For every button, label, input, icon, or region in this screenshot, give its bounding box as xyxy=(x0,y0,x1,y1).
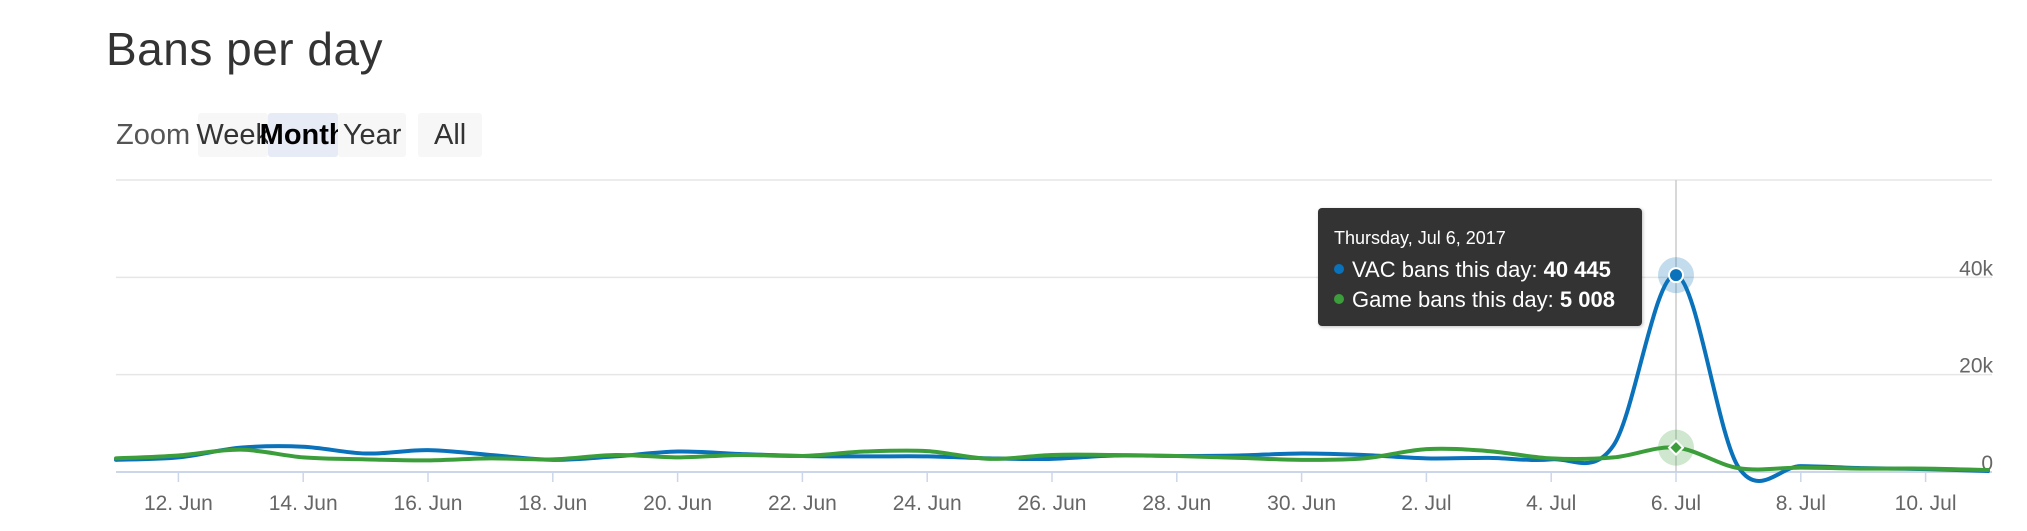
tooltip-row-game: Game bans this day: 5 008 xyxy=(1334,285,1628,315)
chart-title: Bans per day xyxy=(106,23,384,75)
x-tick-label: 14. Jun xyxy=(269,492,338,515)
x-tick-label: 12. Jun xyxy=(144,492,213,515)
x-tick-label: 10. Jul xyxy=(1895,492,1957,515)
x-tick-label: 22. Jun xyxy=(768,492,837,515)
zoom-year-button[interactable]: Year xyxy=(338,113,407,157)
x-tick-label: 6. Jul xyxy=(1651,492,1701,515)
tooltip-vac-label: VAC bans this day: xyxy=(1352,257,1538,282)
x-tick-label: 16. Jun xyxy=(394,492,463,515)
zoom-label: Zoom xyxy=(116,118,191,151)
tooltip-date: Thursday, Jul 6, 2017 xyxy=(1334,228,1506,248)
tooltip: Thursday, Jul 6, 2017 VAC bans this day:… xyxy=(1318,208,1642,326)
zoom-week-button[interactable]: Week xyxy=(196,113,270,157)
x-tick-label: 18. Jun xyxy=(518,492,587,515)
tooltip-game-label: Game bans this day: xyxy=(1352,287,1554,312)
tooltip-vac-value: 40 445 xyxy=(1543,257,1611,282)
vac-bans-series-line xyxy=(114,273,1990,483)
x-tick-label: 26. Jun xyxy=(1018,492,1087,515)
game-point-marker xyxy=(1667,439,1685,457)
x-tick-label: 20. Jun xyxy=(643,492,712,515)
y-tick-label: 40k xyxy=(1959,257,1993,280)
x-tick-label: 24. Jun xyxy=(893,492,962,515)
zoom-month-button[interactable]: Month xyxy=(260,113,347,157)
game-series-dot-icon xyxy=(1334,294,1344,305)
y-tick-label: 20k xyxy=(1959,355,1993,378)
x-tick-label: 4. Jul xyxy=(1526,492,1576,515)
y-tick-label: 0 xyxy=(1981,452,1993,475)
x-tick-label: 2. Jul xyxy=(1401,492,1451,515)
vac-point-marker xyxy=(1668,267,1684,284)
tooltip-game-value: 5 008 xyxy=(1559,287,1615,312)
x-tick-label: 8. Jul xyxy=(1776,492,1826,515)
x-tick-label: 28. Jun xyxy=(1142,492,1211,515)
zoom-bar: Zoom Week Month Year All xyxy=(116,112,483,158)
vac-series-dot-icon xyxy=(1334,264,1344,275)
zoom-all-button[interactable]: All xyxy=(418,113,483,157)
x-tick-label: 30. Jun xyxy=(1267,492,1336,515)
tooltip-row-vac: VAC bans this day: 40 445 xyxy=(1334,255,1628,285)
